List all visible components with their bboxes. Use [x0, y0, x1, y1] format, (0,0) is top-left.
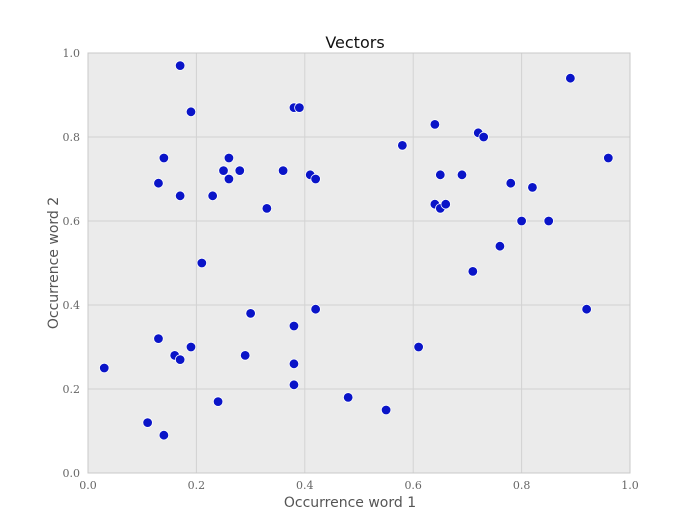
- data-point: [158, 152, 170, 164]
- data-point: [435, 169, 446, 181]
- data-point: [397, 140, 408, 151]
- data-point: [603, 152, 614, 164]
- data-point: [185, 106, 197, 118]
- data-point: [440, 198, 451, 210]
- data-point: [174, 190, 186, 202]
- y-axis-label: Occurrence word 2: [46, 197, 62, 329]
- data-point: [288, 320, 300, 332]
- data-point: [288, 379, 300, 391]
- data-point: [505, 177, 516, 189]
- data-point: [196, 257, 208, 269]
- plot-area: [88, 53, 630, 473]
- data-point: [99, 362, 110, 374]
- x-axis-label: Occurrence word 1: [284, 495, 416, 511]
- data-point: [429, 119, 441, 130]
- data-point: [218, 165, 229, 176]
- data-point: [467, 266, 479, 277]
- data-point: [212, 396, 224, 407]
- data-point: [223, 152, 235, 164]
- x-tick-label: 0.2: [188, 479, 206, 492]
- data-point: [234, 165, 245, 176]
- data-point: [342, 392, 354, 403]
- data-point: [413, 341, 424, 353]
- data-point: [565, 72, 576, 84]
- chart-title: Vectors: [325, 33, 384, 52]
- x-tick-label: 0.6: [404, 479, 422, 492]
- data-point: [277, 165, 289, 176]
- data-point: [380, 404, 392, 416]
- data-point: [158, 430, 170, 441]
- data-point: [581, 304, 592, 315]
- x-tick-label: 0.8: [513, 479, 531, 492]
- data-point: [494, 240, 506, 252]
- data-points: [99, 60, 614, 441]
- y-tick-label: 0.4: [63, 299, 81, 312]
- data-point: [294, 102, 305, 113]
- x-tick-label: 0.0: [79, 479, 97, 492]
- data-point: [310, 173, 321, 185]
- data-point: [516, 215, 527, 227]
- data-point: [142, 417, 153, 428]
- data-point: [245, 308, 256, 319]
- y-tick-label: 1.0: [63, 47, 81, 60]
- data-point: [153, 333, 164, 344]
- data-point: [223, 173, 235, 185]
- data-point: [310, 304, 321, 315]
- tick-labels: 0.0 0.2 0.4 0.6 0.8 1.0 0.0 0.2 0.4 0.6 0.8 1.0: [63, 47, 639, 492]
- x-tick-label: 1.0: [621, 479, 639, 492]
- y-tick-label: 0.6: [63, 215, 81, 228]
- data-point: [261, 203, 273, 214]
- data-point: [174, 354, 186, 365]
- grid-lines: [88, 53, 630, 473]
- x-tick-label: 0.4: [296, 479, 314, 492]
- y-tick-label: 0.0: [63, 467, 81, 480]
- data-point: [456, 169, 468, 181]
- data-point: [478, 131, 489, 143]
- data-point: [239, 350, 251, 361]
- y-tick-label: 0.8: [63, 131, 81, 144]
- y-tick-label: 0.2: [63, 383, 81, 396]
- data-point: [527, 182, 538, 193]
- data-point: [153, 177, 164, 189]
- data-point: [288, 358, 300, 370]
- data-point: [543, 215, 554, 227]
- data-point: [207, 190, 218, 202]
- plot-frame: [87, 52, 631, 474]
- data-point: [174, 60, 186, 71]
- data-point: [185, 341, 197, 353]
